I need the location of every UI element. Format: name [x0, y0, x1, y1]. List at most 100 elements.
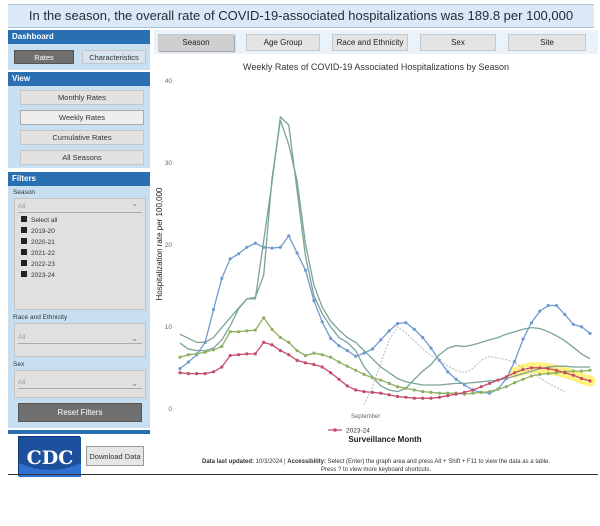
series-point-4	[370, 390, 374, 394]
series-point-0	[245, 245, 249, 249]
series-point-4	[529, 366, 533, 370]
season-option-2022-23[interactable]: 2022-23	[21, 260, 55, 270]
series-point-4	[513, 371, 517, 375]
series-line-1	[179, 115, 591, 393]
series-point-3	[412, 388, 416, 392]
cdc-logo-icon: CDC	[19, 437, 81, 477]
series-point-0	[329, 336, 333, 340]
season-option-2019-20[interactable]: 2019-20	[21, 227, 55, 237]
all-seasons-button[interactable]: All Seasons	[20, 150, 144, 165]
series-point-3	[396, 385, 400, 389]
reset-section: Reset Filters	[8, 402, 150, 428]
x-axis-label: Surveillance Month	[348, 435, 421, 444]
season-dropdown-value: All	[18, 203, 26, 210]
characteristics-button[interactable]: Characteristics	[82, 50, 146, 64]
series-point-4	[195, 372, 199, 376]
cumulative-rates-button[interactable]: Cumulative Rates	[20, 130, 144, 145]
x-tick-label: September	[351, 414, 380, 420]
y-axis-label: Hospitalization rate per 100,000	[155, 187, 164, 301]
series-point-3	[479, 390, 483, 394]
weekly-rates-button[interactable]: Weekly Rates	[20, 110, 144, 125]
series-point-0	[462, 383, 467, 387]
series-point-3	[504, 385, 508, 389]
series-point-0	[228, 257, 232, 261]
series-point-3	[387, 381, 391, 385]
shortcut-text: Press ? to view more keyboard shortcuts.	[320, 467, 432, 473]
cdc-logo: CDC	[18, 436, 81, 477]
series-point-0	[454, 377, 458, 381]
series-point-3	[588, 368, 592, 372]
chevron-up-icon: ⌃	[131, 203, 138, 212]
season-dropdown[interactable]: All ⌃	[18, 203, 142, 213]
checkbox-checked-icon	[21, 216, 27, 223]
series-point-4	[412, 396, 416, 400]
series-point-4	[287, 353, 291, 357]
series-point-0	[412, 327, 416, 331]
series-point-3	[203, 350, 207, 354]
series-point-4	[546, 367, 550, 371]
season-label: Season	[13, 189, 36, 196]
series-point-0	[278, 245, 282, 249]
series-point-0	[529, 321, 533, 325]
series-point-4	[354, 388, 358, 392]
series-point-0	[220, 276, 224, 280]
series-point-0	[421, 335, 425, 340]
series-point-4	[362, 390, 366, 394]
series-point-4	[245, 352, 249, 356]
y-tick-label: 20	[165, 242, 173, 249]
series-point-4	[538, 366, 542, 370]
tab-sex[interactable]: Sex	[420, 34, 496, 51]
race-filter[interactable]: All ⌄	[14, 323, 146, 357]
monthly-rates-button[interactable]: Monthly Rates	[20, 90, 144, 105]
series-point-3	[529, 374, 533, 378]
y-tick-label: 0	[168, 406, 172, 413]
checkbox-checked-icon	[21, 260, 27, 267]
season-option-2021-22[interactable]: 2021-22	[21, 249, 55, 259]
updated-label: Data last updated:	[201, 459, 254, 465]
y-tick-label: 40	[165, 78, 173, 85]
series-point-4	[312, 362, 316, 367]
series-point-3	[429, 390, 433, 394]
series-point-3	[237, 330, 241, 334]
series-point-3	[437, 391, 441, 395]
season-option-2020-21[interactable]: 2020-21	[21, 238, 55, 248]
series-point-4	[295, 358, 299, 362]
series-point-4	[237, 353, 241, 357]
tab-site[interactable]: Site	[508, 34, 586, 51]
tab-race-ethnicity[interactable]: Race and Ethnicity	[332, 34, 408, 51]
series-point-0	[337, 344, 341, 348]
season-option-2023-24[interactable]: 2023-24	[21, 271, 55, 281]
series-point-3	[354, 368, 358, 372]
series-point-4	[504, 375, 508, 379]
rates-button[interactable]: Rates	[14, 50, 74, 64]
race-dropdown[interactable]: All ⌄	[18, 334, 142, 344]
series-point-3	[404, 386, 408, 390]
series-point-4	[329, 371, 333, 375]
series-point-4	[320, 365, 324, 369]
series-point-0	[387, 329, 391, 333]
sex-dropdown[interactable]: All ⌄	[18, 379, 142, 389]
series-line-2	[179, 119, 590, 386]
race-dropdown-value: All	[18, 334, 26, 341]
tab-season[interactable]: Season	[158, 34, 234, 51]
series-point-0	[429, 346, 433, 350]
weekly-rates-chart[interactable]: 0 10 20 30 40 Hospitalization rate per 100,00…	[154, 74, 598, 444]
download-data-button[interactable]: Download Data	[86, 446, 144, 466]
main-panel: Season Age Group Race and Ethnicity Sex …	[154, 30, 598, 473]
tab-bar: Season Age Group Race and Ethnicity Sex …	[154, 30, 598, 54]
season-filter[interactable]: All ⌃ Select all 2019-20 2020-21 2021-22…	[14, 198, 146, 310]
filters-heading: Filters	[8, 172, 150, 186]
series-point-0	[513, 359, 517, 363]
legend-marker	[333, 428, 337, 432]
sex-filter[interactable]: All ⌄	[14, 370, 146, 398]
season-option-select-all[interactable]: Select all	[21, 216, 57, 226]
reset-filters-button[interactable]: Reset Filters	[18, 403, 142, 422]
series-point-4	[471, 388, 475, 392]
dashboard-heading: Dashboard	[8, 30, 150, 44]
series-point-0	[563, 312, 567, 317]
series-point-0	[580, 325, 584, 329]
chevron-down-icon: ⌄	[131, 334, 138, 343]
series-point-4	[203, 372, 207, 376]
series-point-0	[538, 309, 542, 313]
tab-age-group[interactable]: Age Group	[246, 34, 320, 51]
